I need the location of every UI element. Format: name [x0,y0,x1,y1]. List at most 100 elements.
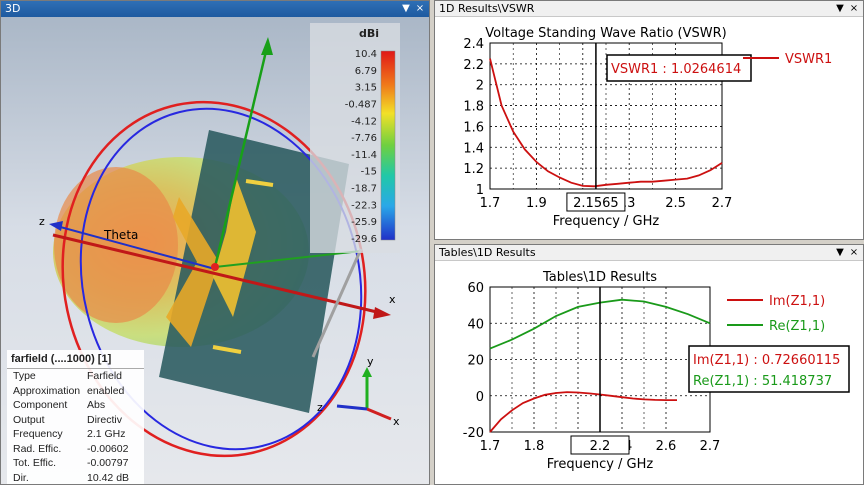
x-axis-arrow [373,307,391,319]
y-tick-label: 2 [476,79,484,94]
x-tick-label: 1.7 [480,196,501,211]
x-axis-label: Frequency / GHz [547,457,654,472]
info-row: Frequency 2.1 GHz [7,427,144,442]
close-icon[interactable]: × [415,3,425,14]
info-row: Rad. Effic. -0.00602 [7,442,144,457]
info-key: Dir. [13,471,29,484]
x-tick-label: .3 [623,196,635,211]
colorbar-tick-label: -4.12 [351,116,377,127]
radiation-lobe-left [54,167,178,323]
x-tick-label: 1.8 [524,439,545,454]
axis-theta-label: Theta [103,228,138,242]
colorbar-gradient [380,50,396,241]
antenna-feed-top [245,179,274,187]
antenna-substrate [159,130,349,413]
z-axis-arrow [49,221,63,231]
window-tables-title: Tables\1D Results [439,246,536,259]
legend-entry[interactable]: Re(Z1,1) [769,319,825,334]
plot-frame [489,42,723,190]
info-value: -0.00797 [87,457,129,469]
readout-box [606,54,752,82]
readout-text: Re(Z1,1) : 51.418737 [693,374,832,389]
colorbar-tick-label: -18.7 [351,184,377,195]
window-vswr[interactable]: 1D Results\VSWR ▼ × Voltage Standing Wav… [434,0,864,240]
x-tick-label: 2.5 [665,196,686,211]
info-key: Type [13,370,36,382]
info-row: Output Directiv [7,413,144,428]
vswr-chart[interactable]: Voltage Standing Wave Ratio (VSWR) 1 1.2 1.… [435,18,864,240]
info-value: Directiv [87,413,123,426]
info-key: Frequency [13,428,63,440]
series-line[interactable] [489,58,723,188]
marker-label-box [570,435,630,455]
mini-x-axis [366,407,392,421]
colorbar-tick-label: -0.487 [345,99,377,110]
farfield-3d-view[interactable]: x z Theta y z x dBi 10.4 6.79 3.15 -0.487 -4… [1,17,430,485]
y-tick-label: 1.6 [463,120,484,135]
x-axis-label: Frequency / GHz [553,214,660,229]
y-axis-line [213,46,269,268]
window-3d[interactable]: 3D ▼ × [0,0,430,485]
x-tick-label: 2.7 [700,439,721,454]
x-tick-label: 2.7 [712,196,733,211]
y-tick-label: 1 [476,183,484,198]
window-vswr-titlebar[interactable]: 1D Results\VSWR ▼ × [435,1,863,17]
colorbar-tick-label: 3.15 [355,83,377,94]
y-tick-label: 60 [467,281,484,296]
y-tick-label: 2.4 [463,37,484,52]
pin-icon[interactable]: ▼ [402,3,410,14]
colorbar-tick-label: -22.3 [351,200,377,211]
info-value: Abs [87,399,106,411]
y-tick-label: 0 [476,390,484,405]
info-key: Component [13,399,68,411]
mini-z-label: z [317,401,323,414]
marker-label-box [566,192,626,212]
antenna-patch [166,197,219,347]
colorbar-unit: dBi [359,27,379,40]
y-tick-label: 1.2 [463,162,484,177]
info-key: Approximation [13,384,81,397]
antenna-patch-right [213,177,256,317]
window-3d-titlebar[interactable]: 3D ▼ × [1,1,429,17]
chart-title: Tables\1D Results [542,270,657,285]
colorbar-tick-label: -15 [361,167,377,178]
x-tick-label: 1.7 [480,439,501,454]
chart-title: Voltage Standing Wave Ratio (VSWR) [485,26,726,41]
legend-entry[interactable]: Im(Z1,1) [769,294,825,309]
marker-label: 2.1565 [573,196,619,211]
y-tick-label: 20 [467,354,484,369]
info-value: 2.1 GHz [87,428,126,440]
y-tick-label: -20 [463,426,484,441]
z-axis-line [52,233,382,315]
colorbar-tick-label: -11.4 [351,150,377,161]
info-row: Approximation enabled [7,384,144,399]
info-value: Farfield [87,370,123,382]
pin-icon[interactable]: ▼ [836,247,844,258]
mini-y-arrow [362,367,372,377]
info-row: Type Farfield [7,369,144,384]
mini-y-label: y [367,355,374,368]
axis-z-label: z [39,215,45,228]
x-tick-label: 2.6 [656,439,677,454]
info-row: Dir. 10.42 dB [7,471,144,485]
legend-entry[interactable]: VSWR1 [785,52,832,67]
colorbar-ticks: 10.4 6.79 3.15 -0.487 -4.12 -7.76 -11.4 -15 -18.… [345,49,377,245]
pin-icon[interactable]: ▼ [836,3,844,14]
window-tables[interactable]: Tables\1D Results ▼ × Tables\1D Results -… [434,244,864,485]
impedance-chart[interactable]: Tables\1D Results-2002040601.71.822.42.6… [435,262,864,485]
info-header: farfield (....1000) [1] [7,350,144,369]
close-icon[interactable]: × [849,247,859,258]
close-icon[interactable]: × [849,3,859,14]
dir-axis-line [214,250,362,268]
series-line[interactable] [489,391,677,433]
mini-x-label: x [393,415,400,428]
info-value: enabled [87,384,125,397]
info-key: Output [13,413,45,426]
window-tables-titlebar[interactable]: Tables\1D Results ▼ × [435,245,863,261]
axis-x-label: x [389,293,396,306]
y-axis-arrow [261,37,273,55]
farfield-scene[interactable]: x z Theta y z x dBi 10.4 6.79 3.15 -0.487 -4… [1,17,430,485]
readout-box [688,345,850,393]
antenna-feed-bottom [212,345,242,354]
y-tick-label: 40 [467,317,484,332]
